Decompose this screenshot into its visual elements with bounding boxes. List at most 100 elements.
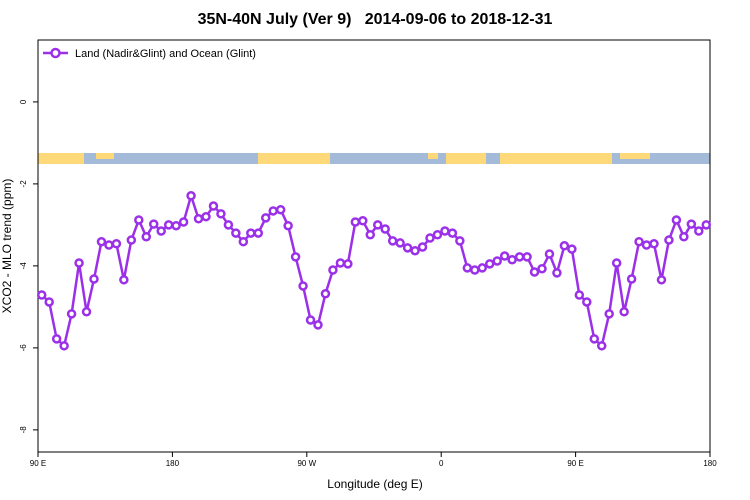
point xyxy=(275,204,286,215)
point xyxy=(104,240,114,250)
x-tick-label: 90 E xyxy=(30,459,46,468)
point xyxy=(686,219,697,229)
point xyxy=(111,238,122,249)
point xyxy=(425,233,435,243)
y-axis-label: XCO2 - MLO trend (ppm) xyxy=(0,179,14,314)
x-tick-label: 0 xyxy=(439,459,444,468)
point xyxy=(141,232,152,242)
point xyxy=(74,258,84,268)
point xyxy=(470,265,480,275)
point xyxy=(514,252,525,262)
point xyxy=(156,226,166,236)
point xyxy=(455,236,465,246)
x-tick-label: 90 E xyxy=(567,459,583,468)
y-tick-label: -8 xyxy=(19,426,28,434)
point xyxy=(671,215,682,225)
point xyxy=(529,267,540,277)
point xyxy=(492,256,502,266)
point xyxy=(283,220,293,231)
y-tick-label: 0 xyxy=(19,99,28,104)
point xyxy=(694,226,704,236)
point xyxy=(544,249,555,259)
point xyxy=(432,229,443,240)
point xyxy=(484,259,495,269)
point xyxy=(231,228,241,238)
point xyxy=(649,238,659,249)
point xyxy=(253,228,264,238)
point xyxy=(611,258,622,268)
point xyxy=(552,268,562,278)
point xyxy=(89,274,99,284)
point xyxy=(440,226,450,236)
point xyxy=(596,341,607,351)
point xyxy=(201,211,211,222)
point xyxy=(51,334,62,344)
point xyxy=(186,191,196,201)
plot-frame xyxy=(37,39,711,453)
point xyxy=(335,258,346,268)
point xyxy=(574,290,585,300)
point xyxy=(305,315,316,325)
point xyxy=(238,236,249,247)
point xyxy=(66,309,77,319)
point xyxy=(462,263,473,273)
point xyxy=(537,264,547,274)
point xyxy=(178,217,189,227)
point xyxy=(260,213,271,223)
point xyxy=(163,220,174,230)
land-ocean-strip xyxy=(38,153,710,164)
point xyxy=(417,242,428,252)
point xyxy=(126,235,137,245)
point xyxy=(246,228,256,238)
point xyxy=(148,219,159,229)
point xyxy=(290,252,301,262)
point xyxy=(664,235,674,245)
point xyxy=(679,232,689,242)
legend-marker xyxy=(50,47,61,59)
point xyxy=(634,236,644,247)
point xyxy=(402,243,413,253)
point xyxy=(44,297,54,307)
point xyxy=(447,228,458,238)
point xyxy=(559,241,570,251)
x-tick-label: 180 xyxy=(703,459,717,468)
point xyxy=(268,206,278,216)
point xyxy=(567,244,577,254)
chart-title: 35N-40N July (Ver 9) 2014-09-06 to 2018-… xyxy=(198,11,553,28)
point xyxy=(626,274,637,284)
point xyxy=(522,252,532,262)
point xyxy=(387,236,398,246)
point xyxy=(701,220,712,230)
point xyxy=(358,216,368,226)
point xyxy=(350,217,361,227)
point xyxy=(320,289,331,299)
y-tick-label: -6 xyxy=(19,344,28,352)
point xyxy=(193,213,204,224)
point xyxy=(365,229,376,240)
point xyxy=(410,245,420,256)
point xyxy=(589,334,600,344)
point xyxy=(343,259,353,269)
point xyxy=(582,297,592,307)
point xyxy=(477,263,488,273)
x-tick-label: 180 xyxy=(166,459,180,468)
point xyxy=(81,307,92,317)
point xyxy=(119,275,129,285)
point xyxy=(216,209,226,219)
point xyxy=(395,238,405,248)
point xyxy=(641,240,652,250)
point xyxy=(604,309,614,319)
x-axis-label: Longitude (deg E) xyxy=(327,477,422,491)
point xyxy=(134,215,144,225)
point xyxy=(499,251,510,261)
point xyxy=(36,290,47,300)
legend-label: Land (Nadir&Glint) and Ocean (Glint) xyxy=(75,48,256,60)
point xyxy=(656,275,667,285)
point xyxy=(619,307,629,317)
y-tick-label: -4 xyxy=(19,262,28,270)
point xyxy=(208,201,219,211)
point xyxy=(328,265,338,275)
point xyxy=(223,220,234,230)
point xyxy=(372,220,383,230)
